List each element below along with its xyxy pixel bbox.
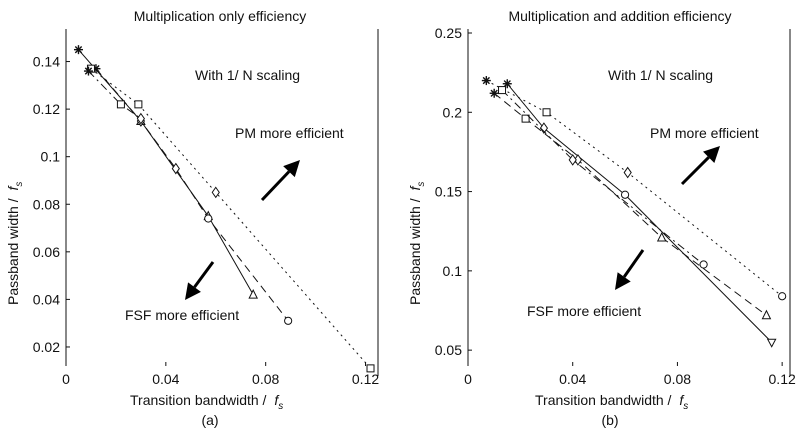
chart-title: Multiplication and addition efficiency xyxy=(508,8,731,24)
data-point-diamond xyxy=(171,162,180,175)
x-tick-label: 0 xyxy=(62,371,70,387)
data-point-diamond xyxy=(623,166,632,179)
fsf-annotation: FSF more efficient xyxy=(527,303,641,319)
data-point-triangle xyxy=(761,309,772,320)
panel-caption: (a) xyxy=(201,412,218,428)
pm-annotation: PM more efficient xyxy=(650,125,759,141)
data-point-triangle xyxy=(656,231,667,242)
down-arrow-icon xyxy=(185,261,215,300)
y-axis-label: Passband width / fs xyxy=(407,182,427,305)
data-point-diamond xyxy=(211,186,220,199)
x-tick-label: 0.12 xyxy=(769,371,796,387)
series-line-1 xyxy=(506,83,773,343)
data-point-circle xyxy=(699,260,708,269)
data-point-diamond xyxy=(568,153,577,166)
y-tick-label: 0.14 xyxy=(33,54,60,70)
data-point-pentagon xyxy=(766,338,777,348)
data-point-square xyxy=(542,108,551,117)
data-point-diamond xyxy=(539,122,549,135)
y-tick-label: 0.1 xyxy=(443,263,463,279)
y-tick-label: 0.12 xyxy=(33,101,60,117)
x-tick-label: 0 xyxy=(464,371,472,387)
data-point-square xyxy=(366,364,375,373)
x-tick-label: 0.04 xyxy=(152,371,179,387)
data-point-circle xyxy=(620,190,630,199)
data-point-diamond xyxy=(136,112,145,125)
y-tick-label: 0.04 xyxy=(33,291,60,307)
x-axis-label: Transition bandwidth / fs xyxy=(535,392,688,412)
data-point-square xyxy=(498,86,507,95)
x-tick-label: 0.08 xyxy=(664,371,691,387)
data-point-triangle xyxy=(248,289,259,299)
data-point-circle xyxy=(284,316,293,325)
y-axis-label: Passband width / fs xyxy=(5,182,25,305)
up-arrow-icon xyxy=(680,146,720,186)
data-point-star xyxy=(73,45,83,55)
y-tick-label: 0.02 xyxy=(33,339,60,355)
panel-caption: (b) xyxy=(601,412,618,428)
scaling-annotation: With 1/ N scaling xyxy=(608,67,713,83)
data-point-star xyxy=(502,79,512,89)
data-point-square xyxy=(134,100,143,109)
y-tick-label: 0.05 xyxy=(435,342,462,358)
y-tick-label: 0.15 xyxy=(435,184,462,200)
series-line-2 xyxy=(95,68,289,322)
x-tick-label: 0.08 xyxy=(252,371,279,387)
fsf-annotation: FSF more efficient xyxy=(125,307,239,323)
data-point-star xyxy=(481,76,491,86)
down-arrow-icon xyxy=(615,249,645,290)
chart-title: Multiplication only efficiency xyxy=(134,8,307,24)
x-tick-label: 0.12 xyxy=(352,371,379,387)
y-tick-label: 0.08 xyxy=(33,196,60,212)
chart-panel-a: 0.02 0.04 0.06 0.08 0.1 0.12 0.14 0 0.04 0.08 0.12… xyxy=(5,8,379,428)
chart-panel-b: 0.05 0.1 0.15 0.2 0.25 0 0.04 0.08 0.12 Multiplic… xyxy=(407,8,796,428)
series-line-1 xyxy=(78,49,254,295)
data-point-circle xyxy=(778,292,787,301)
series-line-4 xyxy=(501,89,704,265)
data-point-star xyxy=(489,88,499,98)
y-tick-label: 0.06 xyxy=(33,244,60,260)
scaling-annotation: With 1/ N scaling xyxy=(195,67,300,83)
series-line-3 xyxy=(90,68,371,369)
y-tick-label: 0.2 xyxy=(443,104,463,120)
x-tick-label: 0.04 xyxy=(559,371,586,387)
pm-annotation: PM more efficient xyxy=(235,125,344,141)
data-point-star xyxy=(83,66,93,76)
data-point-square xyxy=(116,100,125,109)
data-point-circle xyxy=(204,214,213,223)
up-arrow-icon xyxy=(260,160,300,202)
x-axis-label: Transition bandwidth / fs xyxy=(130,392,283,412)
data-point-square xyxy=(521,114,530,123)
y-tick-label: 0.1 xyxy=(41,149,61,165)
y-tick-label: 0.25 xyxy=(435,25,462,41)
